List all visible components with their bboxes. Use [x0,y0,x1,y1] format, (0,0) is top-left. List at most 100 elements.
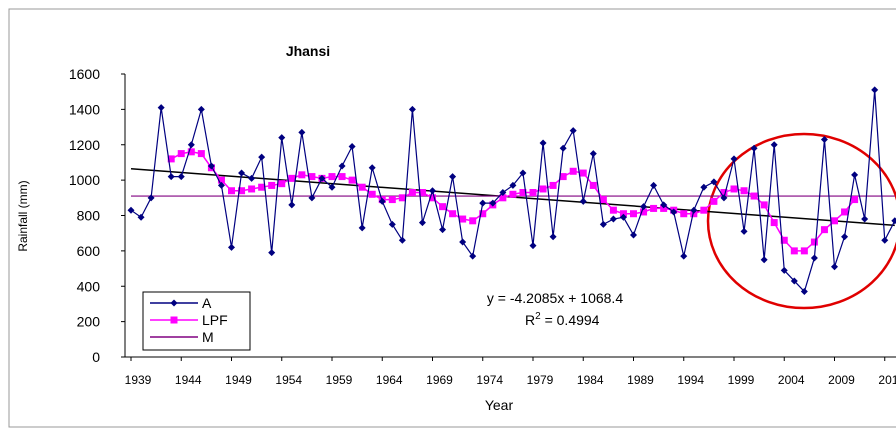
data-point [529,189,537,197]
x-tick-label: 2009 [828,373,855,387]
y-tick-label: 800 [77,208,101,224]
data-point [559,173,567,181]
data-point [248,174,256,182]
data-point [559,144,567,152]
x-tick-label: 1959 [326,373,353,387]
data-point [388,220,396,228]
y-tick-label: 1400 [69,101,100,117]
data-point [720,189,728,197]
data-point [770,219,778,227]
data-point [398,194,406,202]
data-point [439,226,447,234]
data-point [348,176,356,184]
x-tick-label: 1969 [426,373,453,387]
data-point [238,187,246,195]
data-point [127,206,135,214]
data-point [177,150,185,158]
data-point [841,208,849,216]
data-point [569,127,577,135]
x-tick-label: 1944 [175,373,202,387]
data-point [459,215,467,223]
legend-label: A [202,295,212,311]
data-point [780,236,788,244]
y-tick-label: 0 [92,349,100,365]
data-point [529,242,537,250]
data-point [881,236,889,244]
data-point [680,210,688,218]
data-point [197,150,205,158]
r-squared: R2 = 0.4994 [525,311,600,328]
data-point [298,128,306,136]
data-point [147,194,155,202]
r-squared-sup: 2 [535,311,541,322]
data-point [217,176,225,184]
data-point [690,206,698,214]
data-point [609,215,617,223]
data-point [308,173,316,181]
legend-label: M [202,329,214,345]
data-point [549,233,557,241]
data-point [660,201,668,209]
data-point [831,263,838,271]
data-point [579,197,587,205]
data-point [258,153,266,161]
data-point [217,181,225,189]
data-point [589,150,597,158]
data-point [348,143,356,151]
x-tick-label: 1994 [677,373,704,387]
data-point [650,204,658,212]
data-point [790,277,798,285]
data-point [619,213,627,221]
data-point [167,173,175,181]
data-point [338,162,346,170]
data-point [750,144,758,152]
legend-box [142,291,251,351]
data-point [378,197,386,205]
data-point [690,210,698,218]
data-point [358,183,366,191]
data-point [499,194,507,202]
data-point [187,148,195,156]
data-point [750,192,758,200]
y-tick-label: 600 [77,243,101,259]
data-point [338,173,346,181]
data-point [599,196,607,204]
data-point [810,254,818,262]
data-point [328,173,336,181]
data-point [640,208,648,216]
data-point [318,174,326,182]
data-point [589,181,597,189]
data-point [368,190,376,198]
x-tick-label: 1974 [476,373,503,387]
data-point [197,105,205,113]
data-point [871,86,879,94]
data-point [780,266,788,274]
data-point [569,167,577,175]
legend-marker [170,299,178,307]
data-point [740,187,748,195]
data-point [519,189,527,197]
data-point [891,217,896,225]
data-point [800,288,808,296]
data-point [449,173,457,181]
data-point [388,196,396,204]
data-point [579,169,587,177]
data-point [760,256,768,264]
data-point [820,135,828,143]
data-point [700,183,708,191]
data-point [790,247,798,255]
data-point [268,181,276,189]
data-point [619,210,627,218]
data-point [418,189,426,197]
data-point [288,201,296,209]
data-point [258,183,266,191]
data-point [459,238,467,246]
data-point [469,252,477,260]
data-point [810,238,818,246]
data-point [408,105,416,113]
r-squared-base: R [525,312,535,328]
data-point [851,196,859,204]
data-point [640,203,648,211]
data-point [800,247,808,255]
